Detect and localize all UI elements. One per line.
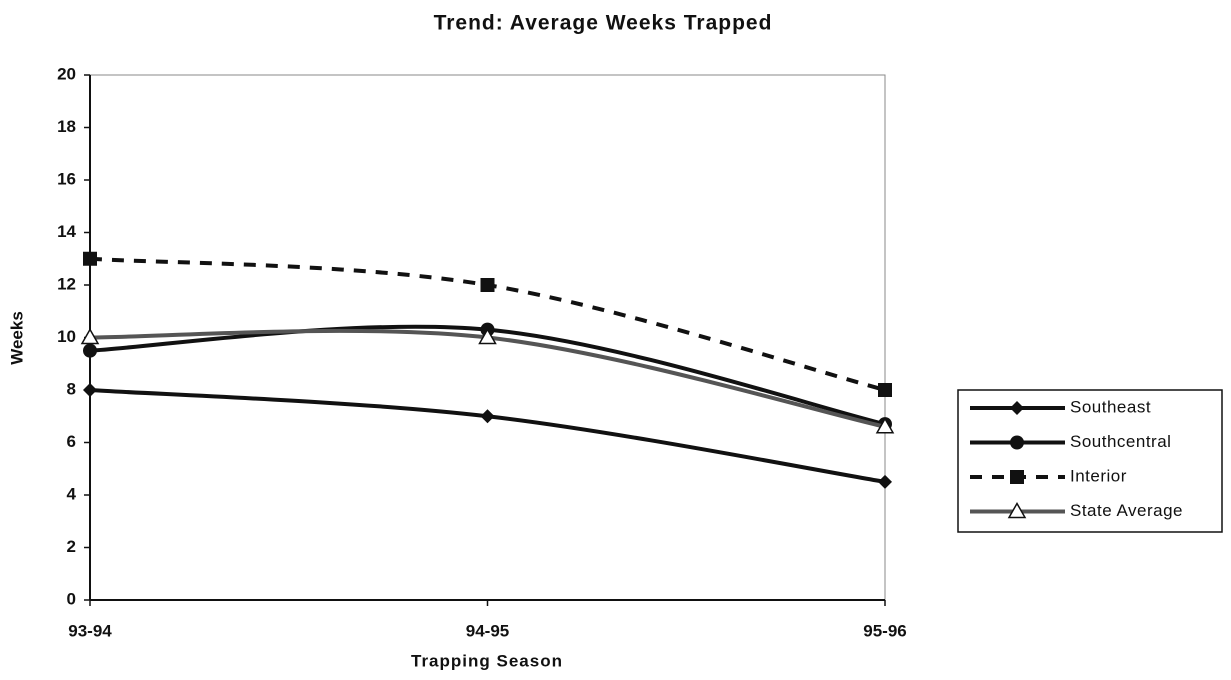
marker [878,474,892,489]
x-tick-label: 93-94 [68,621,112,640]
marker [875,417,895,434]
y-tick-label: 6 [67,432,76,451]
y-tick-label: 2 [67,537,76,556]
marker [480,409,495,424]
y-tick-label: 10 [57,327,76,346]
marker [1010,435,1024,450]
marker [878,383,892,397]
y-axis-label: Weeks [7,311,26,365]
legend-label: Interior [1070,466,1127,485]
y-tick-label: 12 [57,274,76,293]
marker [480,278,495,292]
y-tick-label: 18 [57,117,76,136]
marker [83,251,97,266]
marker [1007,501,1027,519]
series-line [89,388,886,484]
legend [957,389,1223,533]
legend-label: Southcentral [1070,432,1171,451]
legend-label: State Average [1070,501,1183,520]
chart-title: Trend: Average Weeks Trapped [434,12,773,35]
marker [478,327,497,345]
legend-label: Southeast [1070,397,1151,416]
marker [80,327,100,345]
marker [1010,401,1024,415]
marker [83,383,97,397]
marker [83,343,97,358]
y-tick-label: 8 [67,379,76,398]
y-tick-label: 16 [57,169,76,188]
y-tick-label: 4 [67,484,77,503]
y-tick-label: 0 [67,589,76,608]
x-axis-label: Trapping Season [411,651,563,670]
y-tick-label: 20 [57,64,76,83]
x-tick-label: 95-96 [863,621,906,640]
y-tick-label: 14 [57,222,76,241]
x-tick-label: 94-95 [466,621,509,640]
marker [1010,470,1024,484]
